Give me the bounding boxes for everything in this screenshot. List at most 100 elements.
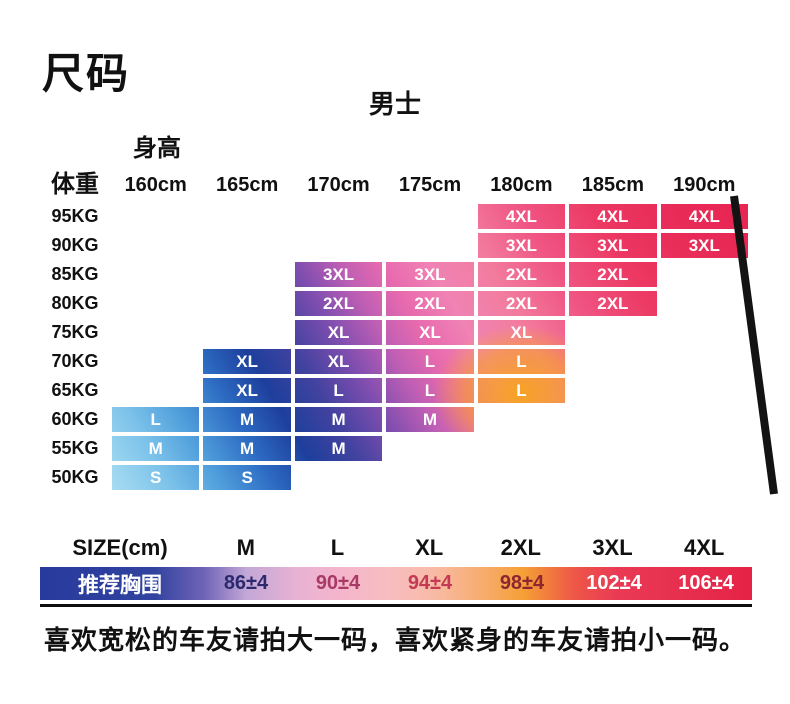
size-cell-95KG-185cm: 4XL bbox=[567, 202, 659, 231]
size-cell-70KG-165cm: XL bbox=[201, 347, 293, 376]
size-cell-50KG-170cm bbox=[292, 463, 385, 492]
weight-row-65KG: 65KG bbox=[51, 380, 99, 400]
chest-value-2XL: 98±4 bbox=[499, 572, 545, 594]
size-label-3XL: 3XL bbox=[592, 535, 633, 560]
size-cell-95KG-180cm: 4XL bbox=[475, 202, 568, 231]
size-cell-90KG-175cm bbox=[384, 231, 476, 260]
size-label-M: M bbox=[236, 535, 255, 560]
size-cell-70KG-185cm bbox=[567, 347, 659, 376]
size-cell-50KG-190cm bbox=[658, 463, 750, 492]
size-cell-90KG-190cm: 3XL bbox=[658, 231, 750, 260]
diagonal-accent-line bbox=[728, 194, 780, 496]
weight-row-50KG: 50KG bbox=[51, 467, 99, 487]
chest-bar: 推荐胸围 86±4 90±4 94±4 98±4 102±4 106±4 bbox=[40, 567, 752, 600]
footnote-text: 喜欢宽松的车友请拍大一码，喜欢紧身的车友请拍小一码。 bbox=[43, 625, 746, 655]
size-cell-75KG-160cm bbox=[110, 318, 202, 347]
weight-row-60KG: 60KG bbox=[51, 409, 99, 429]
size-cell-70KG-170cm: XL bbox=[292, 347, 385, 376]
size-cell-55KG-190cm bbox=[658, 434, 750, 463]
size-cell-60KG-180cm bbox=[475, 405, 568, 434]
height-axis-label: 身高 bbox=[133, 135, 181, 162]
size-label-4XL: 4XL bbox=[683, 535, 725, 560]
page-title: 尺码 bbox=[42, 50, 131, 97]
height-col-180cm: 180cm bbox=[490, 174, 553, 196]
chest-value-4XL: 106±4 bbox=[678, 572, 734, 594]
size-cell-60KG-175cm: M bbox=[384, 405, 476, 434]
size-cell-70KG-190cm bbox=[658, 347, 750, 376]
size-cell-90KG-180cm: 3XL bbox=[475, 231, 568, 260]
height-header-row: 体重 160cm 165cm 170cm 175cm 180cm 185cm 190cm bbox=[40, 164, 750, 198]
size-cell-75KG-175cm: XL bbox=[384, 318, 476, 347]
size-cell-65KG-175cm: L bbox=[384, 376, 476, 405]
chest-value-XL: 94±4 bbox=[407, 572, 453, 594]
size-cell-55KG-185cm bbox=[567, 434, 659, 463]
size-cell-95KG-165cm bbox=[201, 202, 293, 231]
size-cell-85KG-165cm bbox=[201, 260, 293, 289]
height-col-170cm: 170cm bbox=[307, 174, 370, 196]
divider-line bbox=[40, 604, 752, 607]
size-cell-85KG-160cm bbox=[110, 260, 202, 289]
weight-row-75KG: 75KG bbox=[51, 322, 99, 342]
size-label-L: L bbox=[330, 535, 345, 560]
size-cell-85KG-180cm: 2XL bbox=[475, 260, 568, 289]
chest-row-label: 推荐胸围 bbox=[78, 573, 162, 597]
size-cell-85KG-185cm: 2XL bbox=[567, 260, 659, 289]
size-cell-55KG-160cm: M bbox=[110, 434, 202, 463]
chest-value-L: 90±4 bbox=[315, 572, 361, 594]
size-cell-90KG-185cm: 3XL bbox=[567, 231, 659, 260]
size-cell-75KG-165cm bbox=[201, 318, 293, 347]
size-cell-95KG-170cm bbox=[292, 202, 385, 231]
size-cell-60KG-185cm bbox=[567, 405, 659, 434]
size-cell-95KG-160cm bbox=[110, 202, 202, 231]
size-cell-50KG-165cm: S bbox=[201, 463, 293, 492]
size-cell-70KG-180cm: L bbox=[475, 347, 568, 376]
size-cell-75KG-185cm bbox=[567, 318, 659, 347]
size-cell-90KG-160cm bbox=[110, 231, 202, 260]
gender-header: 男士 bbox=[368, 89, 421, 119]
height-col-160cm: 160cm bbox=[124, 174, 187, 196]
size-cell-85KG-190cm bbox=[658, 260, 750, 289]
size-label-XL: XL bbox=[415, 535, 444, 560]
height-col-175cm: 175cm bbox=[398, 174, 462, 196]
chest-value-3XL: 102±4 bbox=[586, 572, 642, 594]
height-col-190cm: 190cm bbox=[673, 174, 736, 196]
size-cell-60KG-165cm: M bbox=[201, 405, 293, 434]
size-cell-65KG-170cm: L bbox=[292, 376, 385, 405]
weight-row-95KG: 95KG bbox=[51, 206, 99, 226]
size-cell-80KG-185cm: 2XL bbox=[567, 289, 659, 318]
size-cell-60KG-190cm bbox=[658, 405, 750, 434]
size-unit-label: SIZE(cm) bbox=[72, 535, 168, 560]
size-cell-95KG-190cm: 4XL bbox=[658, 202, 750, 231]
size-cell-55KG-170cm: M bbox=[292, 434, 385, 463]
size-cell-80KG-175cm: 2XL bbox=[384, 289, 476, 318]
size-cell-50KG-175cm bbox=[384, 463, 476, 492]
size-header-row: SIZE(cm) M L XL 2XL 3XL 4XL bbox=[40, 532, 750, 564]
size-cell-70KG-160cm bbox=[110, 347, 202, 376]
size-cell-grid: 4XL 4XL 4XL 3XL 3XL 3XL 3XL 3XL 2XL 2XL 2XL 2XL 2XL 2… bbox=[110, 202, 750, 492]
size-cell-50KG-185cm bbox=[567, 463, 659, 492]
size-cell-90KG-170cm bbox=[292, 231, 385, 260]
size-cell-95KG-175cm bbox=[384, 202, 476, 231]
size-cell-55KG-165cm: M bbox=[201, 434, 293, 463]
size-cell-65KG-185cm bbox=[567, 376, 659, 405]
height-col-185cm: 185cm bbox=[581, 174, 644, 196]
size-cell-60KG-170cm: M bbox=[292, 405, 385, 434]
size-cell-50KG-180cm bbox=[475, 463, 568, 492]
height-col-165cm: 165cm bbox=[215, 174, 279, 196]
size-cell-50KG-160cm: S bbox=[110, 463, 202, 492]
weight-label-col: 95KG 90KG 85KG 80KG 75KG 70KG 65KG 60KG 55KG 50KG bbox=[40, 202, 110, 492]
size-cell-65KG-180cm: L bbox=[475, 376, 568, 405]
size-cell-70KG-175cm: L bbox=[384, 347, 476, 376]
size-cell-60KG-160cm: L bbox=[110, 405, 202, 434]
size-cell-80KG-160cm bbox=[110, 289, 202, 318]
weight-row-80KG: 80KG bbox=[51, 293, 99, 313]
size-cell-75KG-180cm: XL bbox=[475, 318, 568, 347]
weight-axis-label: 体重 bbox=[51, 171, 99, 198]
size-cell-90KG-165cm bbox=[201, 231, 293, 260]
size-grid: 95KG 90KG 85KG 80KG 75KG 70KG 65KG 60KG 55KG 50KG… bbox=[40, 202, 750, 492]
weight-row-55KG: 55KG bbox=[51, 438, 99, 458]
size-cell-65KG-190cm bbox=[658, 376, 750, 405]
weight-row-70KG: 70KG bbox=[51, 351, 99, 371]
size-cell-65KG-165cm: XL bbox=[201, 376, 293, 405]
